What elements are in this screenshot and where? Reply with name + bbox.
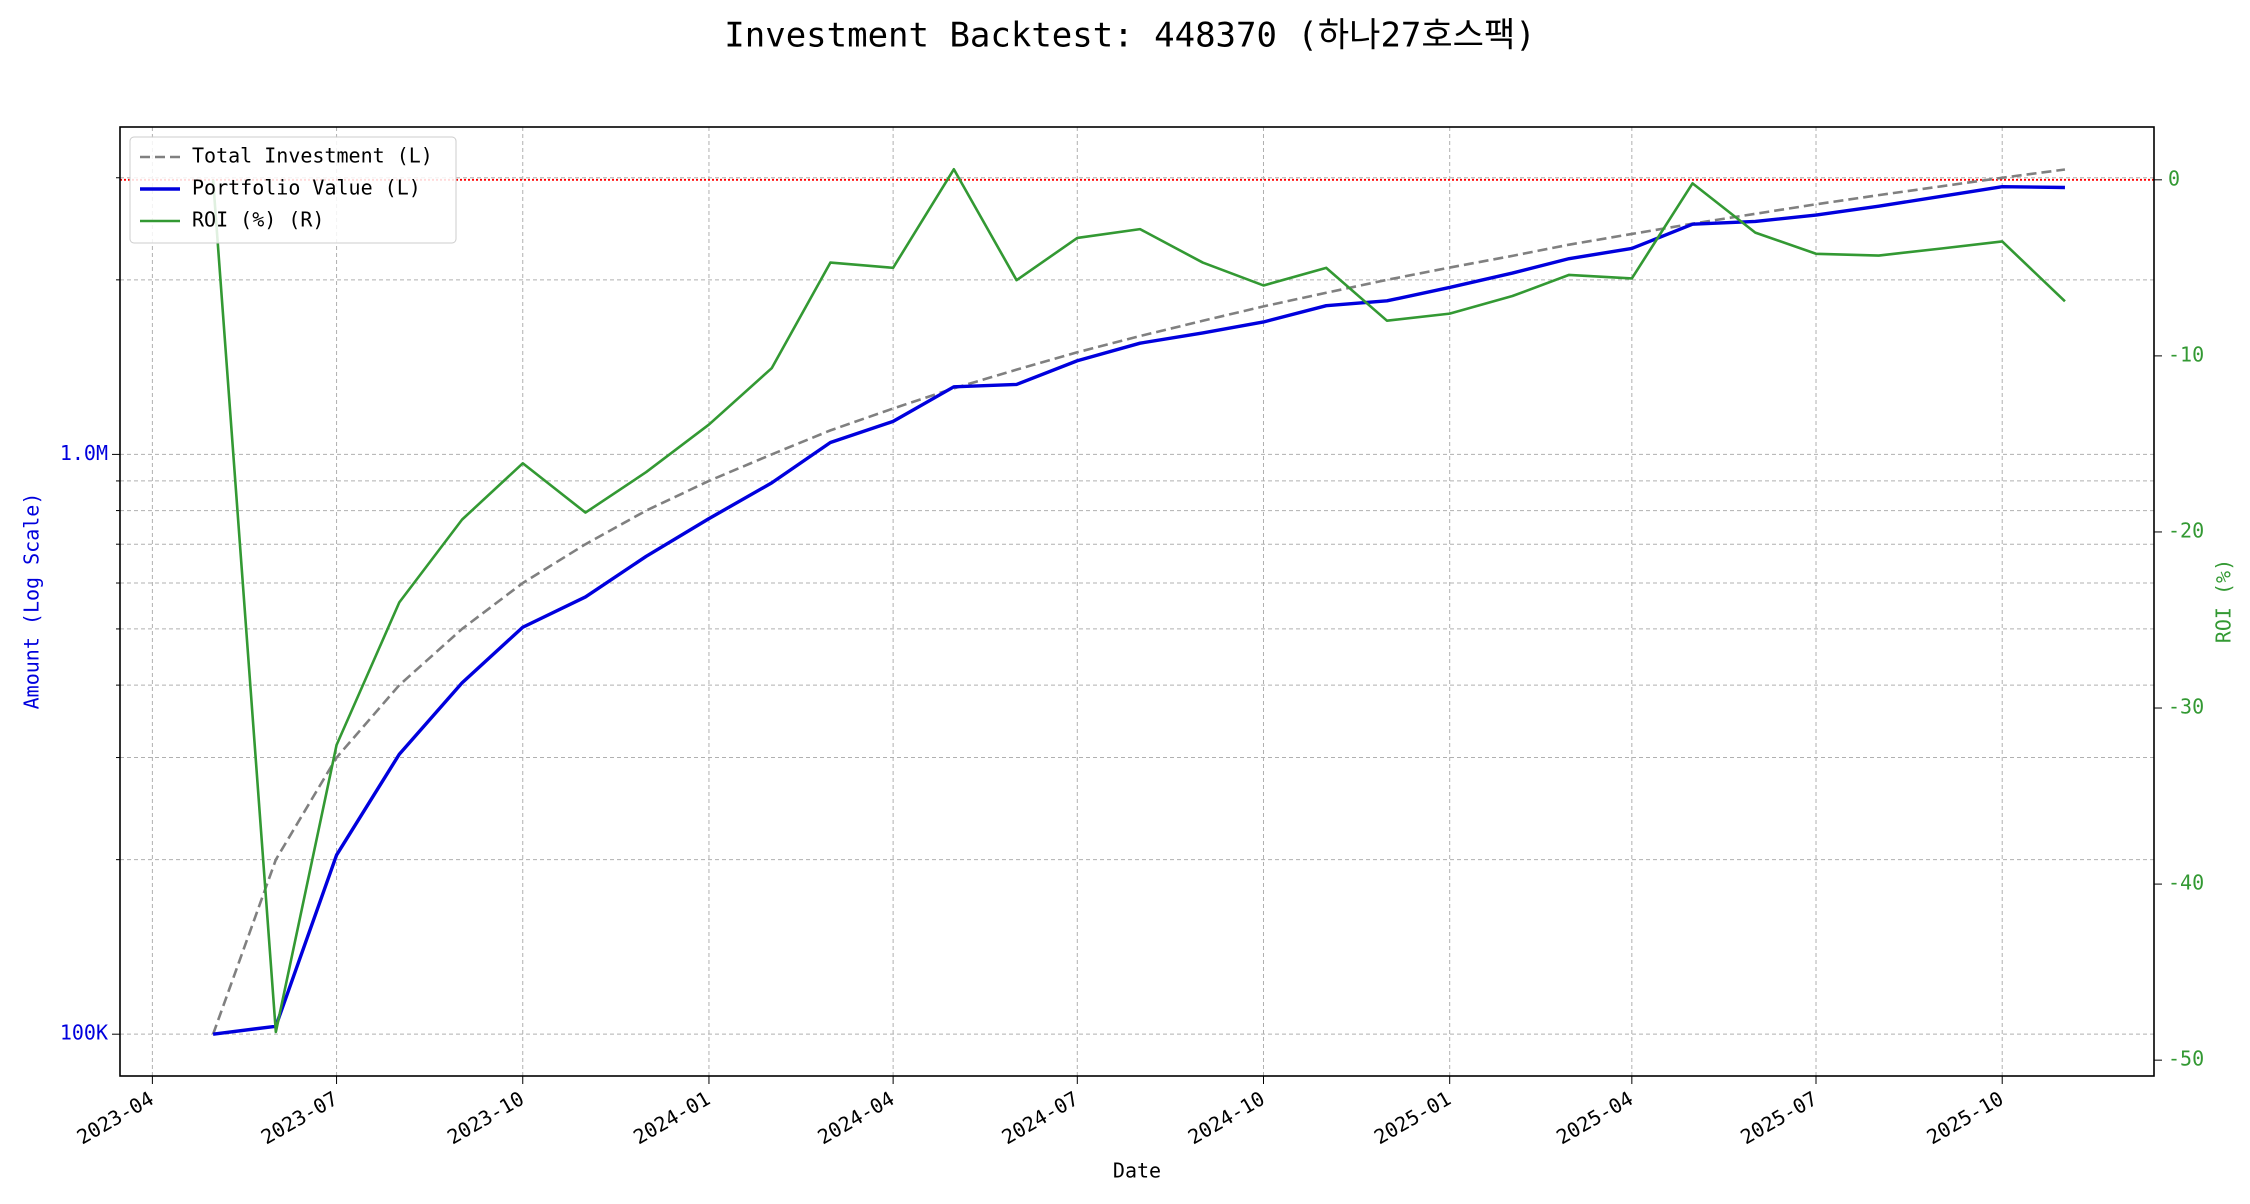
x-tick-label: 2023-10: [443, 1086, 528, 1149]
x-tick-label: 2025-07: [1736, 1086, 1821, 1149]
series-line: [211, 167, 2066, 1034]
x-axis-label: Date: [1113, 1159, 1161, 1183]
x-tick-label: 2025-01: [1370, 1086, 1455, 1149]
y2-tick-label: 0: [2168, 166, 2180, 190]
y2-tick-label: -40: [2168, 871, 2204, 895]
series-line: [212, 185, 2065, 1036]
y2-tick-label: -50: [2168, 1047, 2204, 1071]
x-tick-label: 2024-04: [813, 1086, 898, 1149]
series-line: [211, 168, 2066, 1035]
x-tick-label: 2025-04: [1552, 1086, 1637, 1149]
plot-frame: [119, 126, 2155, 1077]
y-axis-label: Amount (Log Scale): [20, 493, 44, 710]
x-tick-label: 2023-07: [257, 1086, 342, 1149]
y-tick-label: 1.0M: [60, 441, 108, 465]
x-tick-label: 2025-10: [1922, 1086, 2007, 1149]
x-tick-label: 2024-10: [1184, 1086, 1269, 1149]
y2-tick-label: -20: [2168, 518, 2204, 542]
legend-label: ROI (%) (R): [192, 208, 324, 232]
y2-tick-label: -10: [2168, 342, 2204, 366]
legend-box: [129, 136, 457, 244]
x-tick-label: 2024-01: [629, 1086, 714, 1149]
y2-tick-label: -30: [2168, 695, 2204, 719]
legend-label: Total Investment (L): [192, 144, 433, 168]
y-tick-label: 100K: [60, 1021, 108, 1045]
legend-label: Portfolio Value (L): [192, 176, 421, 200]
x-tick-label: 2023-04: [73, 1086, 158, 1149]
y2-axis-label: ROI (%): [2212, 559, 2236, 643]
chart-title: Investment Backtest: 448370 (하나27호스팩): [724, 16, 1535, 56]
x-tick-label: 2024-07: [998, 1086, 1083, 1149]
